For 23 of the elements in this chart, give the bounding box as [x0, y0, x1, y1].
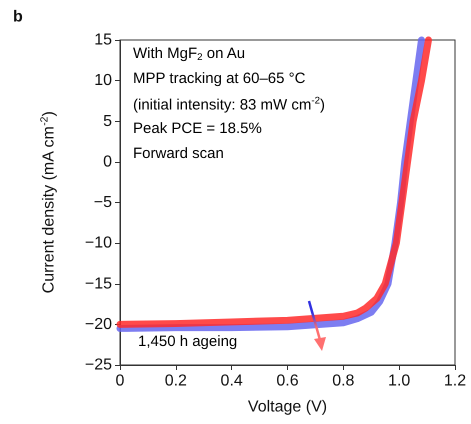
x-tick-label: 0.2	[164, 372, 188, 390]
y-tick-label: −15	[84, 275, 112, 292]
y-tick-label: 0	[103, 153, 112, 170]
x-axis-title: Voltage (V)	[248, 398, 328, 416]
annotation: MPP tracking at 60–65 °C	[133, 70, 306, 87]
x-tick-label: 0.4	[220, 372, 243, 390]
y-tick-label: −20	[84, 316, 112, 333]
x-tick-label: 1.0	[388, 372, 410, 390]
x-tick-label: 0	[116, 372, 125, 390]
annotation: Forward scan	[133, 145, 224, 162]
y-tick-label: 5	[103, 112, 112, 130]
y-tick-label: 15	[94, 32, 112, 48]
x-tick-label: 0.6	[276, 372, 299, 390]
chart-title: b	[13, 8, 23, 26]
y-axis-title: Current density (mA cm-2)	[40, 111, 58, 294]
annotation: Peak PCE = 18.5%	[133, 120, 262, 137]
annotation: 1,450 h ageing	[138, 333, 238, 350]
y-tick-label: 10	[94, 72, 112, 90]
y-tick-label: −5	[94, 194, 112, 211]
y-tick-label: −10	[84, 234, 112, 252]
x-tick-label: 0.8	[332, 372, 355, 390]
x-tick-label: 1.2	[444, 372, 466, 390]
y-tick-label: −25	[84, 356, 112, 374]
